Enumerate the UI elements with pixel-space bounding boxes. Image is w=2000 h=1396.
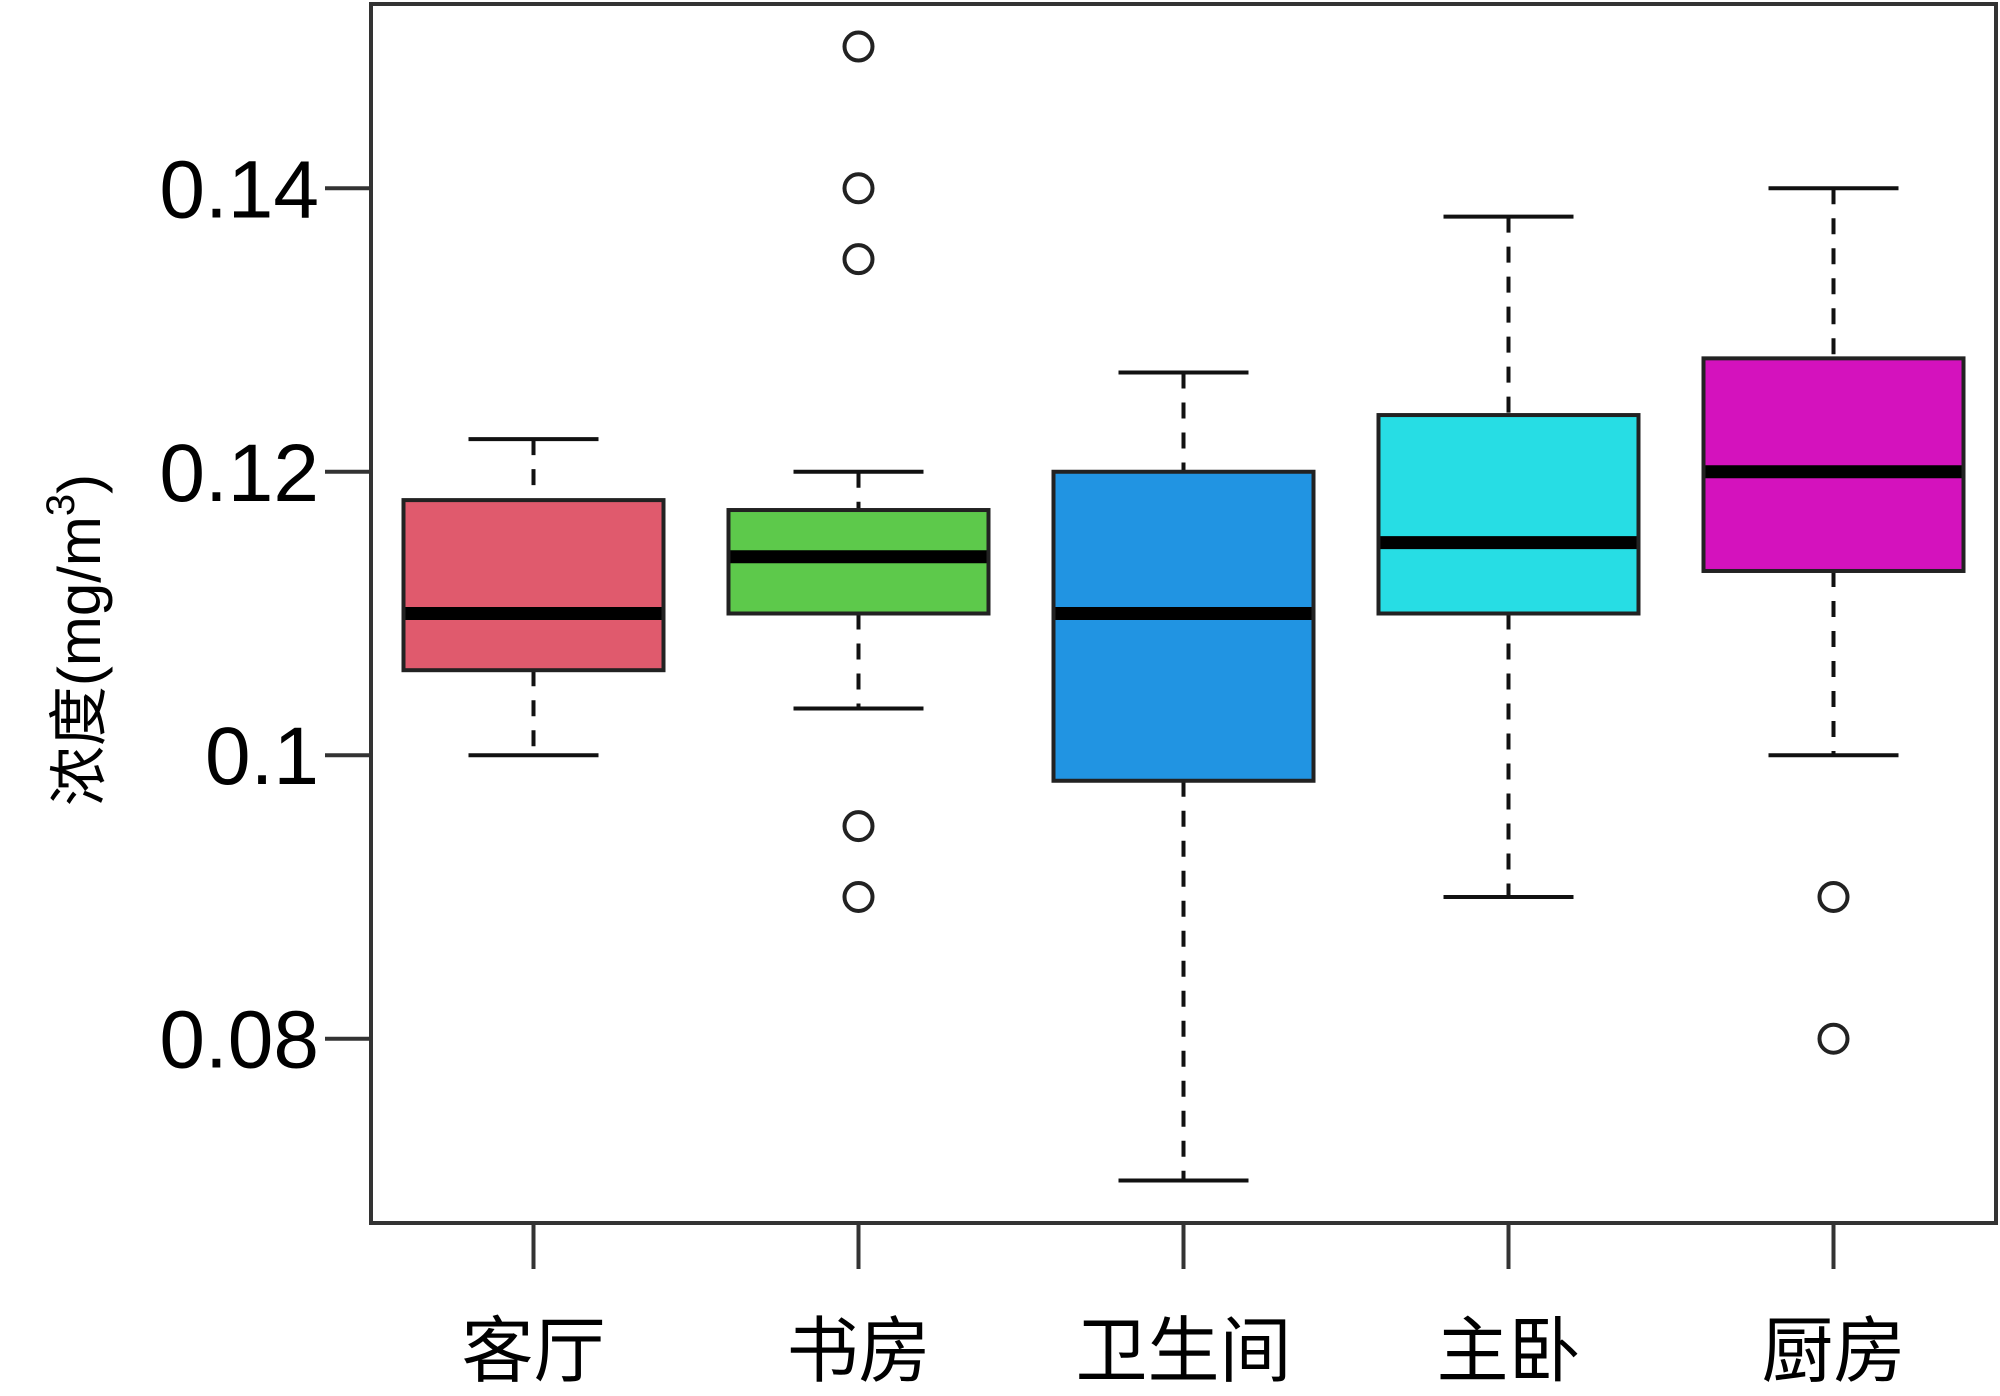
y-axis-title: 浓度(mg/m3) xyxy=(39,474,115,806)
box-group xyxy=(1701,186,1966,1055)
box-group xyxy=(401,437,666,758)
y-tick-label: 0.08 xyxy=(159,995,319,1086)
outlier-point xyxy=(842,243,875,276)
y-axis-title-unit: (mg/m xyxy=(46,516,113,686)
outlier-point xyxy=(842,172,875,205)
y-axis-title-suffix: ) xyxy=(46,474,113,494)
x-category-label: 卫生间 xyxy=(1075,1309,1291,1393)
y-axis-title-prefix: 浓度 xyxy=(45,686,115,806)
outlier-point xyxy=(1817,880,1850,913)
outlier-point xyxy=(1817,1022,1850,1055)
box-group xyxy=(1051,370,1316,1183)
x-category-label: 主卧 xyxy=(1436,1309,1580,1393)
iqr-box xyxy=(401,498,666,673)
outlier-point xyxy=(842,810,875,843)
y-axis: 0.08 0.1 0.12 0.14 xyxy=(159,144,371,1086)
iqr-box xyxy=(1701,356,1966,573)
x-category-label: 客厅 xyxy=(461,1309,605,1393)
iqr-box xyxy=(1051,469,1316,783)
x-category-label: 书房 xyxy=(786,1309,930,1393)
x-axis: 客厅 书房 卫生间 主卧 厨房 xyxy=(461,1223,1906,1393)
box-group xyxy=(1376,214,1641,899)
iqr-box xyxy=(1376,413,1641,616)
y-tick-label: 0.12 xyxy=(159,428,319,519)
box-group xyxy=(726,30,991,913)
outlier-point xyxy=(842,880,875,913)
y-tick-label: 0.14 xyxy=(159,144,319,235)
y-axis-title-superscript: 3 xyxy=(39,494,83,516)
box-series xyxy=(401,30,1966,1183)
outlier-point xyxy=(842,30,875,63)
x-category-label: 厨房 xyxy=(1761,1309,1905,1393)
y-tick-label: 0.1 xyxy=(205,711,319,802)
